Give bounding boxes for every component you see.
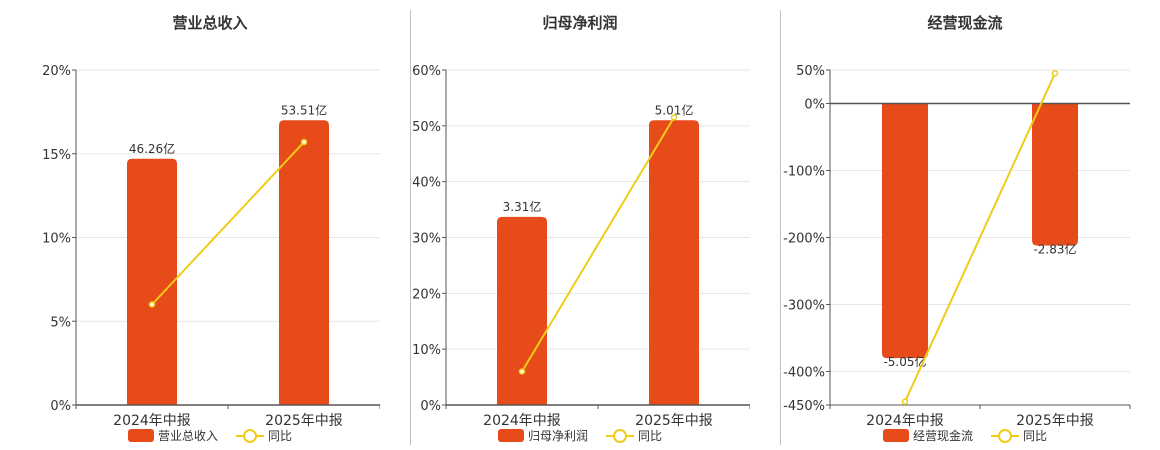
bar — [127, 158, 177, 405]
y-tick-label: 0% — [420, 399, 441, 414]
bar — [1032, 103, 1078, 246]
legend-line-swatch — [606, 428, 634, 443]
data-label: 53.51亿 — [281, 102, 327, 117]
line-point — [1051, 70, 1059, 77]
legend-item-line[interactable]: 同比 — [991, 427, 1047, 444]
legend-item-bar[interactable]: 营业总收入 — [127, 427, 218, 444]
legend[interactable]: 经营现金流 同比 — [780, 427, 1150, 444]
series-line — [521, 116, 675, 373]
data-label: 3.31亿 — [503, 199, 542, 214]
chart-panel-revenue: 营业总收入 0% 5% 10% 15% 20% 46.26亿 53.51亿 2024年中报 20… — [40, 0, 380, 450]
series-line — [904, 72, 1056, 403]
y-tick-label: -300% — [783, 299, 825, 314]
panel-divider — [780, 10, 781, 445]
data-label: 5.01亿 — [655, 102, 694, 117]
chart-title: 营业总收入 — [172, 14, 248, 32]
line-point — [901, 398, 909, 405]
legend-line-swatch — [236, 428, 264, 443]
line-point — [670, 114, 678, 121]
chart-svg: 0% 10% 20% 30% 40% 50% 60% 3.31亿 5.01亿 2024年中报 202… — [412, 64, 750, 429]
chart-svg: 0% 5% 10% 15% 20% 46.26亿 53.51亿 2024年中报 2025年中报 — [42, 64, 380, 429]
data-label: 46.26亿 — [129, 141, 175, 156]
chart-title: 经营现金流 — [927, 14, 1003, 32]
legend[interactable]: 营业总收入 同比 — [40, 427, 380, 444]
y-tick-label: 10% — [42, 232, 71, 247]
y-tick-label: 0% — [804, 98, 825, 113]
legend-bar-swatch — [497, 429, 524, 442]
legend-bar-swatch — [127, 429, 154, 442]
y-tick-label: 40% — [412, 176, 441, 191]
y-tick-label: 15% — [42, 148, 71, 163]
x-tick-label: 2024年中报 — [866, 413, 944, 429]
legend-bar-label: 经营现金流 — [912, 429, 973, 443]
y-tick-label: 5% — [50, 315, 71, 330]
legend-bar-label: 营业总收入 — [157, 429, 218, 443]
bar — [649, 120, 699, 405]
legend-item-bar[interactable]: 经营现金流 — [882, 427, 973, 444]
line-point — [518, 368, 526, 375]
chart-panel-cash-flow: 经营现金流 50% 0% -100% -200% -300% -400% -450% -5.0… — [780, 0, 1150, 450]
legend-bar-label: 归母净利润 — [527, 429, 588, 443]
x-tick-label: 2024年中报 — [483, 413, 561, 429]
legend-line-swatch — [991, 428, 1019, 443]
chart-title: 归母净利润 — [542, 14, 618, 32]
chart-panel-net-profit: 归母净利润 0% 10% 20% 30% 40% 50% 60% 3.31亿 5.01亿 2024… — [410, 0, 750, 450]
y-tick-label: 50% — [412, 120, 441, 135]
legend-line-label: 同比 — [638, 429, 663, 443]
legend[interactable]: 归母净利润 同比 — [410, 427, 750, 444]
chart-svg: 50% 0% -100% -200% -300% -400% -450% -5.05亿 -2.8… — [783, 64, 1131, 429]
y-tick-label: -400% — [783, 366, 825, 381]
y-tick-label: 30% — [412, 232, 441, 247]
panel-divider — [410, 10, 411, 445]
series-line — [151, 141, 305, 306]
line-point — [300, 138, 308, 146]
y-tick-label: 20% — [42, 64, 71, 79]
y-tick-label: -450% — [783, 399, 825, 414]
x-tick-label: 2025年中报 — [265, 413, 343, 429]
legend-line-label: 同比 — [1023, 429, 1048, 443]
data-label: -2.83亿 — [1033, 242, 1076, 257]
x-tick-label: 2024年中报 — [113, 413, 191, 429]
legend-item-bar[interactable]: 归母净利润 — [497, 427, 588, 444]
bar — [497, 216, 547, 405]
data-label: -5.05亿 — [883, 354, 926, 369]
legend-bar-swatch — [882, 429, 909, 442]
line-point — [148, 301, 156, 308]
legend-line-label: 同比 — [268, 429, 293, 443]
bar — [279, 120, 329, 405]
legend-item-line[interactable]: 同比 — [606, 427, 662, 444]
y-tick-label: -200% — [783, 232, 825, 247]
legend-item-line[interactable]: 同比 — [236, 427, 292, 444]
y-tick-label: 20% — [412, 287, 441, 302]
y-tick-label: -100% — [783, 165, 825, 180]
y-tick-label: 10% — [412, 343, 441, 358]
bar — [882, 103, 928, 359]
y-tick-label: 0% — [50, 399, 71, 414]
x-tick-label: 2025年中报 — [635, 413, 713, 429]
x-tick-label: 2025年中报 — [1016, 413, 1094, 429]
y-tick-label: 60% — [412, 64, 441, 79]
y-tick-label: 50% — [796, 64, 825, 79]
